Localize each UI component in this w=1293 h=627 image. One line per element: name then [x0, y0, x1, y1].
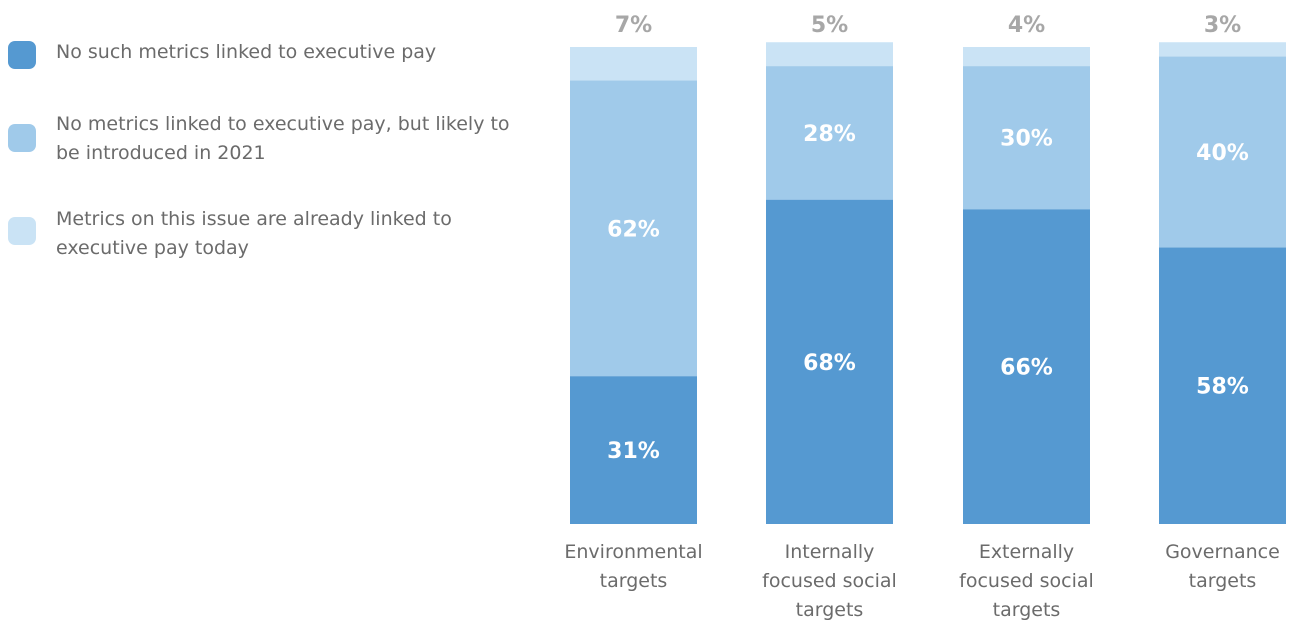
category-label-1-line-0: Internally	[785, 541, 875, 563]
category-label-2-line-0: Externally	[979, 541, 1074, 563]
bar-0-series-1	[570, 80, 697, 377]
data-label-2-2: 4%	[1008, 13, 1045, 38]
data-label-3-2: 3%	[1204, 13, 1241, 38]
legend-swatch-0	[8, 41, 36, 69]
data-label-1-0: 68%	[803, 351, 856, 376]
legend-swatch-2	[8, 217, 36, 245]
data-label-2-1: 30%	[1000, 127, 1053, 152]
bar-0-series-0	[570, 376, 697, 524]
data-label-0-0: 31%	[607, 439, 660, 464]
category-label-2-line-2: targets	[993, 599, 1061, 621]
category-label-1-line-2: targets	[796, 599, 864, 621]
bar-1-series-2	[766, 42, 893, 67]
data-label-0-2: 7%	[615, 13, 652, 38]
bar-2-series-0	[963, 209, 1090, 524]
bar-3-series-2	[1159, 42, 1286, 57]
bar-1-series-1	[766, 66, 893, 200]
bar-1-series-0	[766, 199, 893, 524]
bar-2-series-1	[963, 66, 1090, 210]
bar-0-series-2	[570, 47, 697, 81]
legend-swatch-1	[8, 124, 36, 152]
category-label-2-line-1: focused social	[959, 570, 1094, 592]
bar-3-series-1	[1159, 56, 1286, 248]
data-label-0-1: 62%	[607, 217, 660, 242]
data-label-3-0: 58%	[1196, 375, 1249, 400]
category-label-0-line-0: Environmental	[564, 541, 702, 563]
legend-label-1: No metrics linked to executive pay, but …	[56, 113, 510, 164]
bar-2-series-2	[963, 47, 1090, 67]
category-label-3-line-0: Governance	[1165, 541, 1280, 563]
data-label-2-0: 66%	[1000, 356, 1053, 381]
category-label-0-line-1: targets	[600, 570, 668, 592]
category-label-3-line-1: targets	[1189, 570, 1257, 592]
legend-label-2: Metrics on this issue are already linked…	[56, 208, 452, 259]
chart-legend: No such metrics linked to executive pay N…	[0, 0, 540, 300]
category-label-1-line-1: focused social	[762, 570, 897, 592]
legend-label-0: No such metrics linked to executive pay	[56, 41, 437, 63]
data-label-1-2: 5%	[811, 13, 848, 38]
bar-3-series-0	[1159, 247, 1286, 524]
data-label-3-1: 40%	[1196, 141, 1249, 166]
data-label-1-1: 28%	[803, 122, 856, 147]
